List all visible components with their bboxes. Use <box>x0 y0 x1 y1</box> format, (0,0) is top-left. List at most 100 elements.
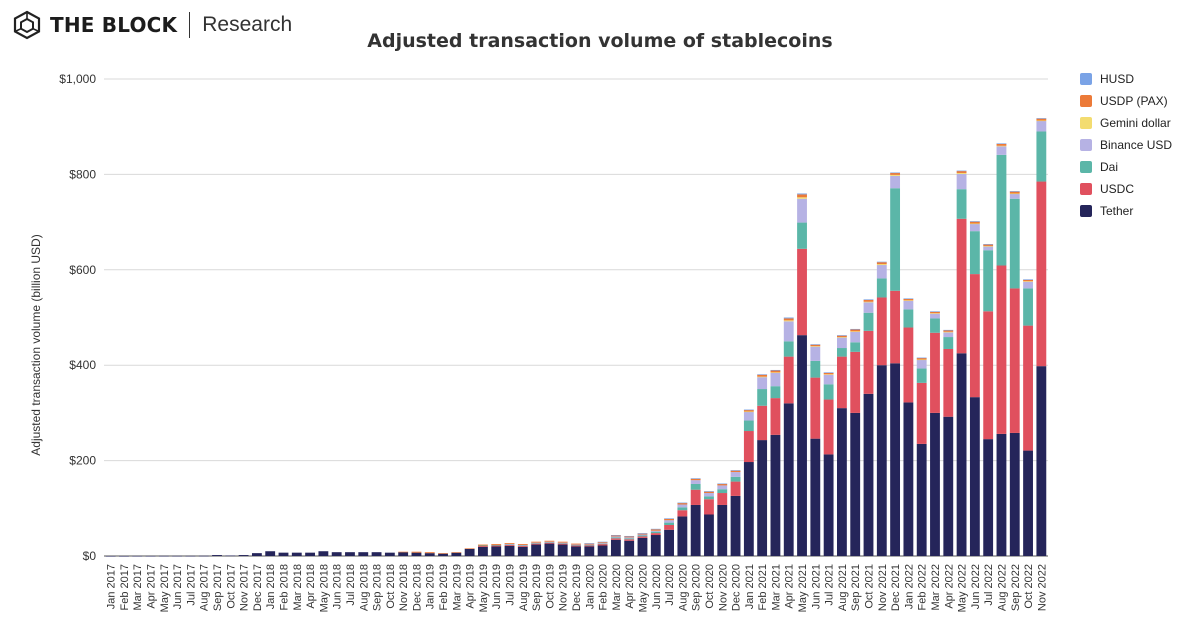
bar-segment <box>850 351 861 413</box>
bar-segment <box>291 552 302 556</box>
bar-stack <box>903 298 914 556</box>
y-axis-ticks: $0 $200 $400 $600 $800 $1,000 <box>59 72 96 563</box>
bar-segment <box>571 545 581 546</box>
bar-segment <box>836 408 847 556</box>
bar-segment <box>172 555 183 557</box>
bar-stack <box>225 555 236 557</box>
bar-stack <box>384 552 395 556</box>
bar-segment <box>664 524 674 530</box>
legend-item[interactable]: USDP (PAX) <box>1080 90 1172 112</box>
bar-segment <box>517 546 528 556</box>
bar-segment <box>637 533 648 535</box>
legend-item[interactable]: USDC <box>1080 178 1172 200</box>
bar-segment <box>983 246 994 251</box>
bar-segment <box>823 372 834 375</box>
bar-segment <box>265 551 276 556</box>
legend-item[interactable]: Tether <box>1080 200 1172 222</box>
bar-segment <box>956 171 967 173</box>
x-tick-label: Jan 2020 <box>584 564 596 609</box>
bar-segment <box>797 335 807 556</box>
bar-segment <box>943 332 954 338</box>
bar-segment <box>757 374 768 375</box>
bar-segment <box>823 372 834 373</box>
bar-segment <box>930 332 940 413</box>
bar-segment <box>996 265 1007 434</box>
x-tick-label: Jul 2017 <box>185 564 197 606</box>
bar-segment <box>903 298 914 300</box>
bar-segment <box>757 377 768 390</box>
bar-segment <box>597 543 608 545</box>
legend-item[interactable]: HUSD <box>1080 68 1172 90</box>
bar-segment <box>517 545 528 547</box>
bar-segment <box>478 544 488 546</box>
y-tick-label: $200 <box>69 454 96 468</box>
bar-segment <box>438 553 448 556</box>
bar-stack <box>478 544 488 556</box>
bar-segment <box>544 542 555 543</box>
x-tick-label: Jun 2018 <box>332 564 344 609</box>
bar-segment <box>1023 281 1033 282</box>
bar-segment <box>996 143 1007 146</box>
x-tick-label: Jul 2021 <box>824 564 836 606</box>
x-tick-label: Apr 2018 <box>305 564 317 609</box>
bar-segment <box>557 542 568 544</box>
bar-stack <box>571 543 581 556</box>
bar-segment <box>424 552 435 554</box>
bar-segment <box>916 359 927 361</box>
bar-segment <box>704 493 714 497</box>
bar-segment <box>664 529 674 556</box>
bar-stack <box>610 535 621 556</box>
bar-segment <box>876 265 887 279</box>
bar-segment <box>863 393 874 556</box>
bar-segment <box>863 301 874 303</box>
bar-segment <box>743 411 754 413</box>
legend: HUSD USDP (PAX) Gemini dollar Binance USD Da… <box>1080 68 1172 222</box>
x-tick-label: Jul 2019 <box>505 564 517 606</box>
legend-item[interactable]: Gemini dollar <box>1080 112 1172 134</box>
x-tick-label: May 2017 <box>159 564 171 612</box>
legend-item[interactable]: Binance USD <box>1080 134 1172 156</box>
bar-segment <box>890 290 901 364</box>
x-tick-label: Jul 2020 <box>664 564 676 606</box>
bar-segment <box>890 188 901 291</box>
bar-segment <box>597 544 608 546</box>
bar-segment <box>478 545 488 547</box>
bar-segment <box>717 483 728 486</box>
bar-stack <box>398 551 409 556</box>
bar-segment <box>836 335 847 336</box>
bar-segment <box>797 222 807 249</box>
bar-segment <box>517 545 528 547</box>
x-tick-label: Aug 2019 <box>518 564 530 611</box>
bar-stack <box>757 374 768 556</box>
bar-segment <box>770 372 781 387</box>
bar-segment <box>1023 281 1033 289</box>
bar-segment <box>810 344 821 347</box>
bar-stack <box>358 552 369 556</box>
bar-stack <box>730 470 741 556</box>
x-tick-label: Jun 2017 <box>172 564 184 609</box>
bar-segment <box>730 472 741 477</box>
bar-segment <box>797 194 807 198</box>
bar-stack <box>1009 191 1020 556</box>
x-tick-label: Jul 2018 <box>345 564 357 606</box>
bar-segment <box>797 198 807 223</box>
bar-stack <box>331 552 342 556</box>
x-tick-label: Aug 2020 <box>677 564 689 611</box>
bar-segment <box>823 454 834 556</box>
x-tick-label: Nov 2017 <box>239 564 251 611</box>
bar-segment <box>185 555 196 557</box>
bar-stack <box>1036 118 1047 556</box>
bar-segment <box>930 313 940 314</box>
x-tick-label: Apr 2022 <box>943 564 955 609</box>
bar-segment <box>836 348 847 357</box>
bar-segment <box>850 329 861 332</box>
legend-item[interactable]: Dai <box>1080 156 1172 178</box>
bar-segment <box>491 546 502 556</box>
legend-swatch <box>1080 183 1092 195</box>
bar-segment <box>876 261 887 263</box>
bar-stack <box>650 528 661 556</box>
bar-segment <box>517 545 528 546</box>
bar-segment <box>345 552 355 556</box>
bar-stack <box>119 555 129 557</box>
